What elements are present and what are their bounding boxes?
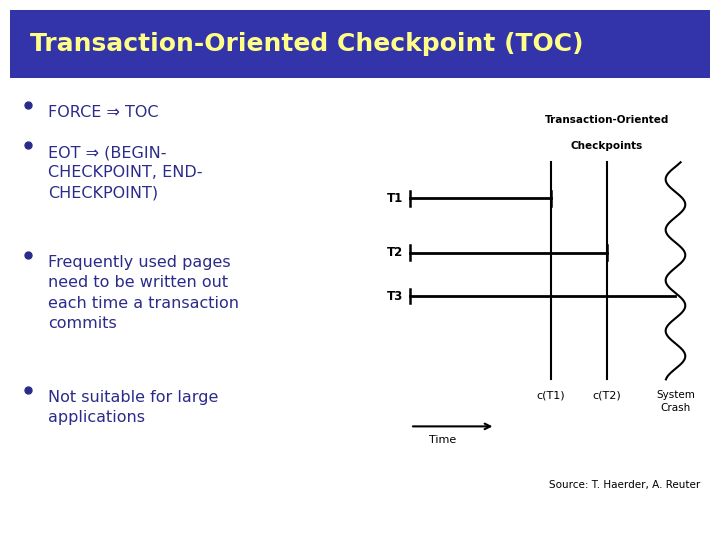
Text: EOT ⇒ (BEGIN-
CHECKPOINT, END-
CHECKPOINT): EOT ⇒ (BEGIN- CHECKPOINT, END- CHECKPOIN… (48, 145, 202, 201)
Text: Time: Time (429, 435, 456, 445)
FancyBboxPatch shape (10, 10, 710, 78)
Text: System
Crash: System Crash (656, 390, 695, 413)
Text: T2: T2 (387, 246, 403, 259)
Text: Source: T. Haerder, A. Reuter: Source: T. Haerder, A. Reuter (549, 480, 700, 490)
Text: T3: T3 (387, 289, 403, 302)
Text: T1: T1 (387, 192, 403, 205)
Text: Checkpoints: Checkpoints (570, 140, 643, 151)
Text: FORCE ⇒ TOC: FORCE ⇒ TOC (48, 105, 158, 120)
Text: Not suitable for large
applications: Not suitable for large applications (48, 390, 218, 426)
Text: Frequently used pages
need to be written out
each time a transaction
commits: Frequently used pages need to be written… (48, 255, 239, 331)
Text: c(T1): c(T1) (536, 390, 565, 400)
Text: c(T2): c(T2) (593, 390, 621, 400)
Text: Transaction-Oriented: Transaction-Oriented (544, 115, 669, 125)
Text: Transaction-Oriented Checkpoint (TOC): Transaction-Oriented Checkpoint (TOC) (30, 32, 583, 56)
